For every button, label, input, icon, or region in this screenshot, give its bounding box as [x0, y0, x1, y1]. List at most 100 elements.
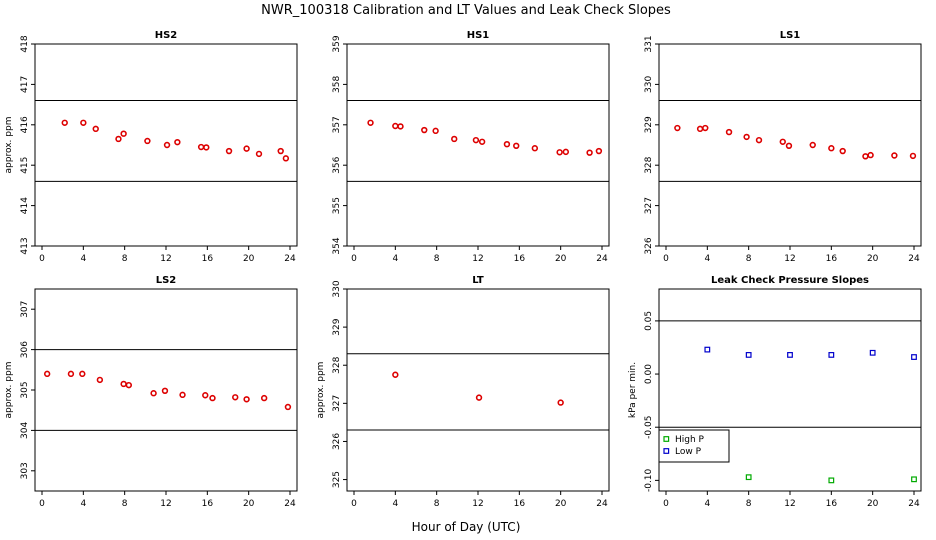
panel-title: HS1 — [467, 30, 490, 41]
panel-0: HS2 0 4 8 12 16 20 24 413 414 415 416 417 418 approx. … — [4, 30, 298, 264]
data-point — [92, 125, 99, 133]
plot-frame — [34, 43, 298, 247]
x-tick-label: 8 — [434, 499, 440, 509]
data-point — [209, 394, 216, 402]
y-axis-label: approx. ppm — [4, 362, 14, 419]
y-tick-label: 328 — [332, 356, 342, 373]
panel-2: LS1 0 4 8 12 16 20 24 326 327 328 329 330 331 — [644, 30, 922, 264]
data-point — [513, 142, 520, 150]
x-tick-label: 16 — [826, 499, 838, 509]
data-point — [909, 152, 917, 160]
data-point — [120, 380, 127, 388]
panel-5: Leak Check Pressure Slopes 0 4 8 12 16 20 24 -0.… — [628, 275, 922, 509]
data-point — [144, 137, 151, 145]
data-point — [787, 352, 793, 358]
data-point — [179, 391, 186, 399]
y-tick-label: 331 — [644, 35, 654, 52]
x-tick-label: 4 — [80, 499, 86, 509]
y-tick-label: 418 — [20, 35, 30, 52]
x-tick-label: 16 — [202, 499, 214, 509]
data-point — [392, 122, 399, 130]
data-point — [725, 128, 733, 136]
data-point — [702, 124, 709, 132]
data-point — [828, 352, 835, 358]
x-tick-label: 0 — [663, 254, 669, 264]
y-tick-label: -0.05 — [644, 416, 654, 439]
data-point — [397, 123, 404, 130]
x-tick-label: 12 — [784, 254, 795, 264]
data-point — [556, 149, 563, 156]
data-point — [503, 140, 511, 148]
y-tick-label: 414 — [20, 197, 30, 214]
panel-title: LS2 — [156, 275, 177, 286]
x-tick-label: 0 — [39, 254, 45, 264]
x-tick-label: 12 — [160, 254, 171, 264]
data-point — [451, 135, 458, 143]
y-axis-label: approx. ppm — [316, 362, 326, 419]
data-point — [163, 141, 171, 149]
data-point — [828, 477, 835, 484]
y-tick-label: 326 — [644, 237, 654, 254]
y-tick-label: 354 — [332, 237, 342, 254]
x-tick-label: 0 — [351, 254, 357, 264]
y-tick-label: 330 — [644, 76, 654, 93]
data-point — [911, 354, 917, 360]
x-tick-label: 4 — [392, 499, 398, 509]
data-point — [595, 147, 603, 155]
data-point — [755, 136, 763, 144]
y-tick-label: 415 — [20, 157, 30, 174]
data-point — [197, 143, 205, 151]
data-point — [161, 387, 169, 395]
data-point — [745, 474, 752, 481]
x-tick-label: 24 — [908, 254, 920, 264]
y-tick-label: 327 — [332, 395, 342, 412]
data-point — [243, 145, 250, 152]
plot-frame — [658, 43, 922, 247]
data-point — [67, 370, 75, 378]
x-tick-label: 16 — [202, 254, 214, 264]
y-tick-label: 357 — [332, 116, 342, 133]
data-point — [828, 145, 835, 152]
data-point — [891, 152, 898, 159]
x-tick-label: 12 — [160, 499, 171, 509]
y-tick-label: 359 — [332, 35, 342, 52]
data-point — [779, 138, 786, 145]
legend-entry: High P — [675, 435, 705, 445]
x-tick-label: 16 — [514, 254, 526, 264]
data-point — [80, 119, 87, 126]
x-tick-label: 24 — [908, 499, 920, 509]
y-axis-label: kPa per min. — [628, 362, 638, 418]
x-tick-label: 8 — [122, 499, 128, 509]
panel-title: HS2 — [155, 30, 178, 41]
y-tick-label: 325 — [332, 471, 342, 488]
y-tick-label: 304 — [20, 422, 30, 439]
y-tick-label: 330 — [332, 280, 342, 297]
y-tick-label: 328 — [644, 156, 654, 173]
data-point — [421, 126, 428, 134]
legend-box — [658, 429, 730, 463]
y-tick-label: 0.00 — [644, 364, 654, 384]
y-tick-label: 0.05 — [644, 311, 654, 331]
data-point — [203, 144, 210, 151]
x-tick-label: 16 — [514, 499, 526, 509]
x-tick-label: 24 — [284, 499, 296, 509]
data-point — [174, 138, 181, 146]
y-tick-label: 326 — [332, 433, 342, 450]
data-point — [704, 346, 711, 353]
x-tick-label: 0 — [663, 499, 669, 509]
plot-frame — [34, 288, 298, 492]
y-tick-label: 358 — [332, 76, 342, 93]
y-tick-label: -0.10 — [644, 468, 654, 492]
x-tick-label: 0 — [351, 499, 357, 509]
x-tick-label: 8 — [746, 499, 752, 509]
data-point — [862, 153, 869, 160]
panel-title: LT — [472, 275, 484, 286]
data-point — [432, 127, 439, 135]
x-axis-title: Hour of Day (UTC) — [412, 520, 521, 534]
data-point — [125, 381, 133, 389]
data-point — [96, 376, 104, 384]
y-tick-label: 417 — [20, 76, 30, 93]
x-tick-label: 8 — [746, 254, 752, 264]
panel-4: LT 0 4 8 12 16 20 24 325 326 327 328 329 330 approx. p… — [316, 275, 610, 509]
